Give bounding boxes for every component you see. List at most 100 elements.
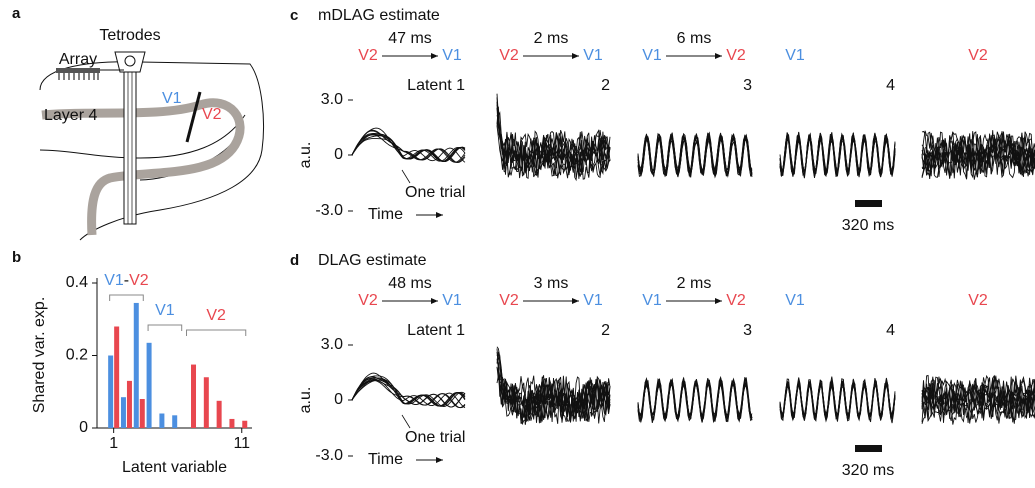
scale-bar [855, 200, 882, 207]
trace [351, 377, 466, 407]
group-label-part: V1 [155, 302, 175, 319]
trace [921, 374, 1035, 425]
region: V2 [358, 292, 378, 309]
delay: 6 ms [677, 30, 712, 47]
trial-label: One trial [405, 429, 465, 446]
latent-label: 2 [601, 322, 610, 339]
latent-label: Latent 1 [407, 322, 465, 339]
trace [779, 132, 896, 179]
bar [191, 364, 197, 428]
group-label-part: V2 [206, 307, 226, 324]
bar [139, 399, 145, 428]
delay: 47 ms [388, 30, 432, 47]
trace [496, 361, 611, 422]
y-tick-label: 0 [334, 391, 343, 408]
latent-label: Latent 1 [407, 77, 465, 94]
panel-letter: d [290, 252, 299, 269]
trace [921, 374, 1035, 424]
region: V2 [968, 292, 988, 309]
y-tick-label: 0.4 [66, 274, 88, 291]
bar [108, 355, 114, 428]
region: V2 [499, 47, 519, 64]
delay: 2 ms [677, 275, 712, 292]
bar [126, 380, 132, 428]
trace [351, 129, 466, 163]
trace [921, 130, 1035, 179]
region: V1 [642, 292, 662, 309]
trace [351, 130, 466, 163]
group-label-part: V2 [129, 272, 149, 289]
bracket [186, 329, 247, 336]
trace [351, 134, 466, 162]
trace [921, 136, 1035, 174]
array [56, 68, 100, 73]
trace [637, 133, 753, 177]
label: Tetrodes [99, 27, 160, 44]
bar [133, 302, 139, 428]
scale-label: 320 ms [842, 462, 894, 479]
trace [496, 358, 611, 424]
group-label: V1-V2 [104, 272, 149, 289]
y-tick-label: -3.0 [315, 202, 343, 219]
delay: 3 ms [534, 275, 569, 292]
bar [159, 413, 165, 428]
bracket [147, 324, 183, 331]
trace [351, 135, 466, 162]
label: V2 [202, 106, 222, 123]
group-label-part: - [124, 272, 129, 289]
region: V1 [583, 47, 603, 64]
time-label: Time [368, 451, 403, 468]
trace [496, 366, 611, 423]
bar [203, 377, 209, 428]
tetrode-drive [114, 51, 146, 73]
bar [229, 418, 235, 428]
group-label: V1 [155, 302, 175, 319]
panel-title: DLAG estimate [318, 252, 427, 269]
trace [779, 382, 896, 419]
trace [351, 380, 466, 409]
pointer [401, 414, 411, 429]
time-label: Time [368, 206, 403, 223]
panel-letter: b [12, 249, 21, 266]
region: V2 [968, 47, 988, 64]
region: V2 [726, 47, 746, 64]
region: V2 [358, 47, 378, 64]
panel-title: mDLAG estimate [318, 7, 440, 24]
group-label: V2 [206, 307, 226, 324]
bar [216, 400, 222, 428]
trace [921, 131, 1035, 179]
y-tick-label: -3.0 [315, 447, 343, 464]
y-axis-label: Shared var. exp. [31, 297, 48, 414]
trace [496, 115, 611, 179]
region: V1 [583, 292, 603, 309]
region: V2 [726, 292, 746, 309]
layer-band [41, 98, 245, 236]
scale-bar [855, 445, 882, 452]
latent-label: 3 [743, 77, 752, 94]
trace [921, 374, 1035, 422]
trace [351, 375, 466, 407]
region: V1 [642, 47, 662, 64]
latent-label: 3 [743, 322, 752, 339]
region: V1 [442, 292, 462, 309]
x-tick-label: 11 [233, 435, 250, 452]
delay: 2 ms [534, 30, 569, 47]
trace [637, 380, 753, 419]
label: Layer 4 [44, 107, 97, 124]
region: V2 [499, 292, 519, 309]
trace [779, 379, 896, 421]
bar [242, 420, 248, 428]
region: V1 [785, 292, 805, 309]
panel-letter: c [290, 7, 298, 24]
bar [114, 326, 120, 428]
trace [351, 377, 466, 407]
latent-label: 4 [886, 322, 895, 339]
boundary [185, 91, 202, 143]
group-label-part: V1 [104, 272, 124, 289]
y-tick-label: 3.0 [321, 336, 343, 353]
bar [120, 397, 126, 428]
delay: 48 ms [388, 275, 432, 292]
region: V1 [785, 47, 805, 64]
y-tick-label: 0 [79, 419, 88, 436]
